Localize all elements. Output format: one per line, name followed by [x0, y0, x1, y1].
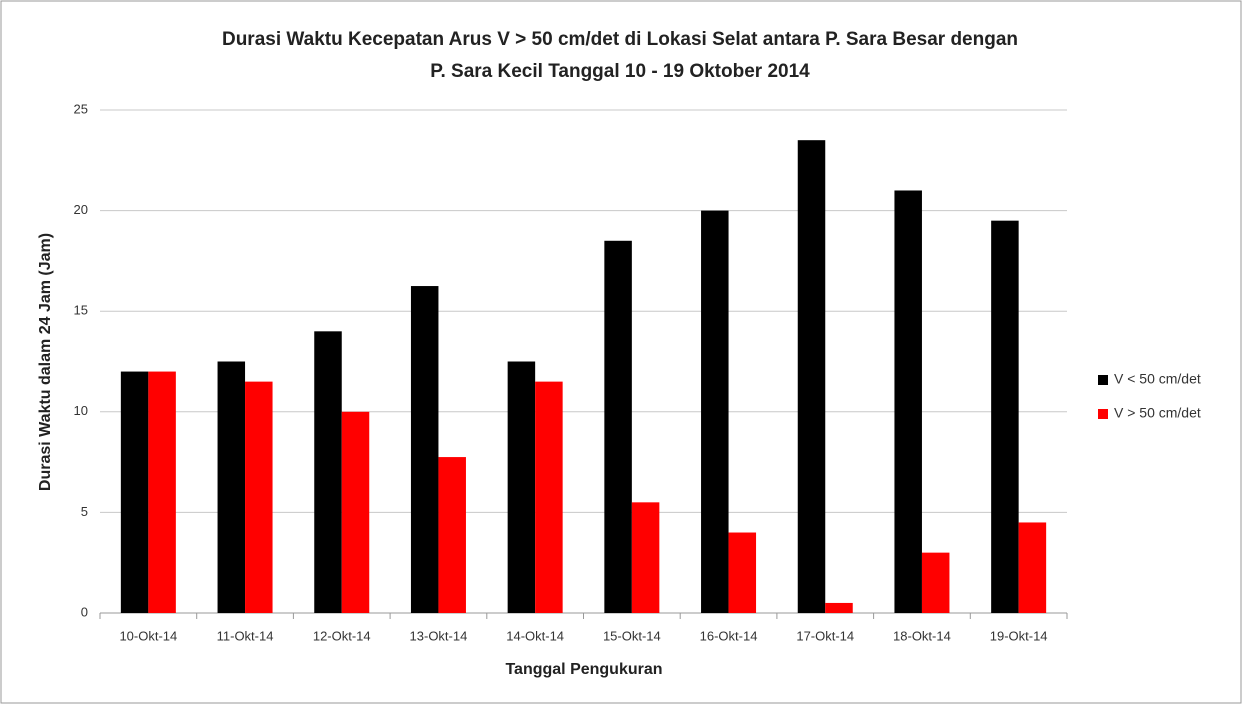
- y-axis-title: Durasi Waktu dalam 24 Jam (Jam): [37, 233, 54, 491]
- y-tick-label: 20: [74, 202, 88, 217]
- bar: [120, 371, 149, 613]
- bar: [148, 371, 176, 613]
- legend-swatch: [1098, 375, 1108, 385]
- bar: [604, 240, 632, 613]
- x-tick-label: 14-Okt-14: [506, 628, 564, 643]
- bar: [341, 411, 370, 613]
- x-tick-label: 18-Okt-14: [893, 628, 951, 643]
- bar: [507, 361, 536, 613]
- bar: [410, 286, 439, 613]
- y-tick-label: 0: [81, 604, 88, 619]
- x-tick-label: 12-Okt-14: [313, 628, 371, 643]
- legend-label: V > 50 cm/det: [1114, 405, 1201, 421]
- x-tick-label: 16-Okt-14: [700, 628, 758, 643]
- y-tick-label: 5: [81, 504, 88, 519]
- y-tick-label: 15: [74, 303, 88, 318]
- bar: [894, 190, 922, 614]
- bar: [438, 457, 466, 613]
- bar: [728, 532, 757, 613]
- bar: [535, 381, 563, 613]
- y-tick-label: 25: [74, 101, 88, 116]
- x-axis-title: Tanggal Pengukuran: [505, 661, 662, 678]
- legend-swatch: [1098, 409, 1108, 419]
- x-tick-label: 13-Okt-14: [410, 628, 468, 643]
- bar: [797, 140, 826, 613]
- bar: [314, 331, 342, 613]
- chart-title: P. Sara Kecil Tanggal 10 - 19 Oktober 20…: [430, 61, 810, 82]
- y-tick-label: 10: [74, 403, 88, 418]
- x-tick-label: 10-Okt-14: [119, 628, 177, 643]
- legend-label: V < 50 cm/det: [1114, 371, 1201, 387]
- x-tick-label: 19-Okt-14: [990, 628, 1048, 643]
- bar: [825, 602, 853, 613]
- x-tick-label: 11-Okt-14: [217, 628, 274, 643]
- x-tick-label: 15-Okt-14: [603, 628, 661, 643]
- bar: [217, 361, 246, 613]
- x-tick-label: 17-Okt-14: [796, 628, 854, 643]
- bar: [701, 210, 729, 613]
- chart-title: Durasi Waktu Kecepatan Arus V > 50 cm/de…: [222, 29, 1018, 50]
- bar: [631, 502, 660, 613]
- bar: [991, 220, 1019, 613]
- bar: [245, 381, 273, 613]
- bar: [921, 552, 950, 613]
- bar: [1018, 522, 1047, 613]
